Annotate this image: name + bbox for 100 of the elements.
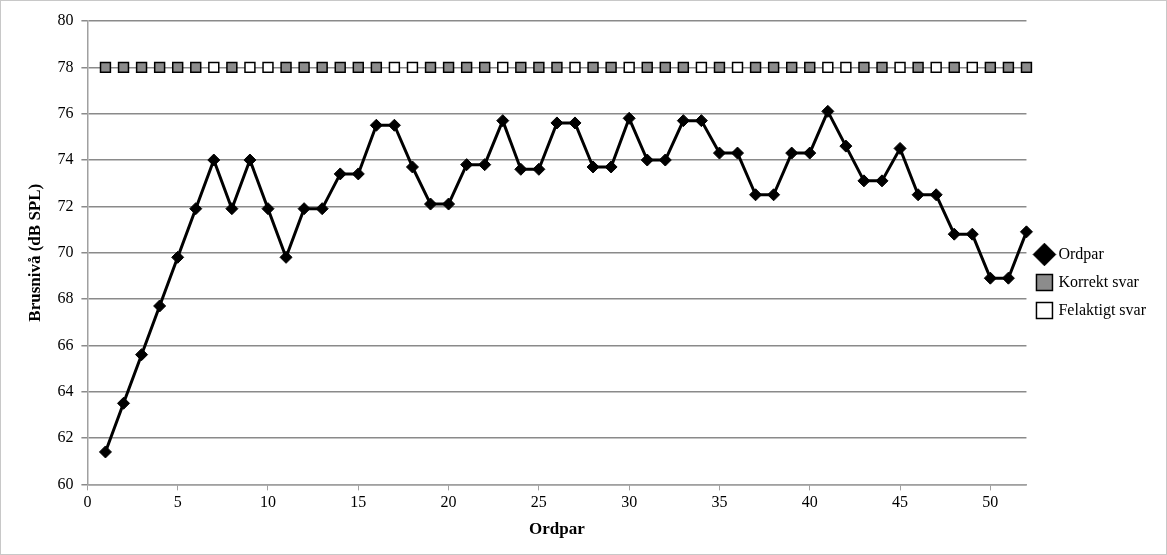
point — [858, 61, 870, 74]
point — [297, 202, 311, 216]
y-tick-label: 78 — [57, 57, 74, 75]
point — [785, 146, 799, 160]
point — [333, 167, 347, 181]
point — [947, 227, 961, 241]
point — [190, 61, 202, 74]
point — [424, 61, 437, 74]
point — [533, 61, 545, 74]
point — [623, 61, 635, 74]
point — [442, 197, 456, 211]
point — [604, 160, 618, 174]
point — [550, 116, 564, 130]
x-tick-label: 45 — [892, 493, 909, 511]
point — [568, 116, 582, 130]
point — [1001, 271, 1015, 285]
point — [839, 139, 853, 153]
point — [135, 61, 148, 74]
point — [694, 114, 708, 128]
point — [117, 396, 131, 410]
point — [514, 162, 528, 176]
point — [370, 61, 383, 74]
point — [369, 118, 383, 132]
point — [460, 158, 474, 172]
point — [767, 188, 781, 202]
point — [442, 61, 455, 74]
point — [713, 61, 726, 74]
point — [244, 61, 256, 74]
point — [551, 61, 563, 74]
point — [153, 299, 167, 313]
point — [424, 197, 438, 211]
point — [388, 61, 401, 74]
point — [189, 202, 203, 216]
point — [279, 250, 293, 264]
point — [605, 61, 617, 74]
point — [929, 188, 943, 202]
point — [749, 188, 763, 202]
point — [352, 61, 364, 74]
point — [857, 174, 871, 188]
point — [731, 146, 745, 160]
point — [677, 61, 690, 74]
point — [569, 61, 581, 74]
point — [586, 160, 600, 174]
point — [1002, 61, 1015, 74]
y-tick-label: 62 — [57, 428, 74, 446]
point — [786, 61, 798, 74]
point — [659, 61, 671, 74]
point — [406, 61, 419, 74]
point — [712, 146, 726, 160]
point — [821, 104, 835, 118]
point — [749, 61, 762, 74]
y-tick-label: 66 — [57, 335, 74, 353]
point — [153, 61, 166, 74]
point — [496, 114, 510, 128]
y-tick-label: 70 — [57, 242, 74, 260]
point — [497, 61, 509, 74]
x-axis-title: Ordpar — [529, 519, 586, 539]
point — [351, 167, 365, 181]
point — [532, 162, 546, 176]
point — [208, 61, 220, 74]
point — [172, 61, 184, 74]
point — [966, 61, 978, 74]
point — [640, 153, 654, 167]
legend-label: Felaktigt svar — [1058, 300, 1147, 319]
point — [876, 61, 888, 74]
point — [875, 174, 889, 188]
point — [641, 61, 653, 74]
x-tick-label: 15 — [350, 493, 367, 511]
point — [315, 202, 329, 216]
x-tick-label: 40 — [801, 493, 818, 511]
point — [984, 61, 997, 74]
point — [316, 61, 328, 74]
y-tick-label: 80 — [57, 11, 74, 29]
point — [387, 118, 401, 132]
x-tick-label: 25 — [530, 493, 547, 511]
point — [840, 61, 852, 74]
x-tick-label: 30 — [621, 493, 638, 511]
point — [478, 158, 492, 172]
y-tick-label: 60 — [57, 474, 74, 492]
point — [479, 61, 491, 74]
point — [243, 153, 257, 167]
point — [98, 445, 112, 459]
point — [334, 61, 346, 74]
point — [822, 61, 834, 74]
point — [622, 111, 636, 125]
point — [587, 61, 599, 74]
x-tick-label: 5 — [173, 493, 182, 511]
point — [117, 61, 130, 74]
point — [298, 61, 310, 74]
point — [262, 61, 274, 74]
x-tick-label: 35 — [711, 493, 728, 511]
point — [261, 202, 275, 216]
point — [948, 61, 960, 74]
point — [767, 61, 780, 74]
point — [515, 61, 527, 74]
point — [930, 61, 942, 74]
point — [893, 141, 907, 155]
y-tick-label: 64 — [57, 381, 74, 399]
x-tick-label: 50 — [982, 493, 999, 511]
point — [658, 153, 672, 167]
